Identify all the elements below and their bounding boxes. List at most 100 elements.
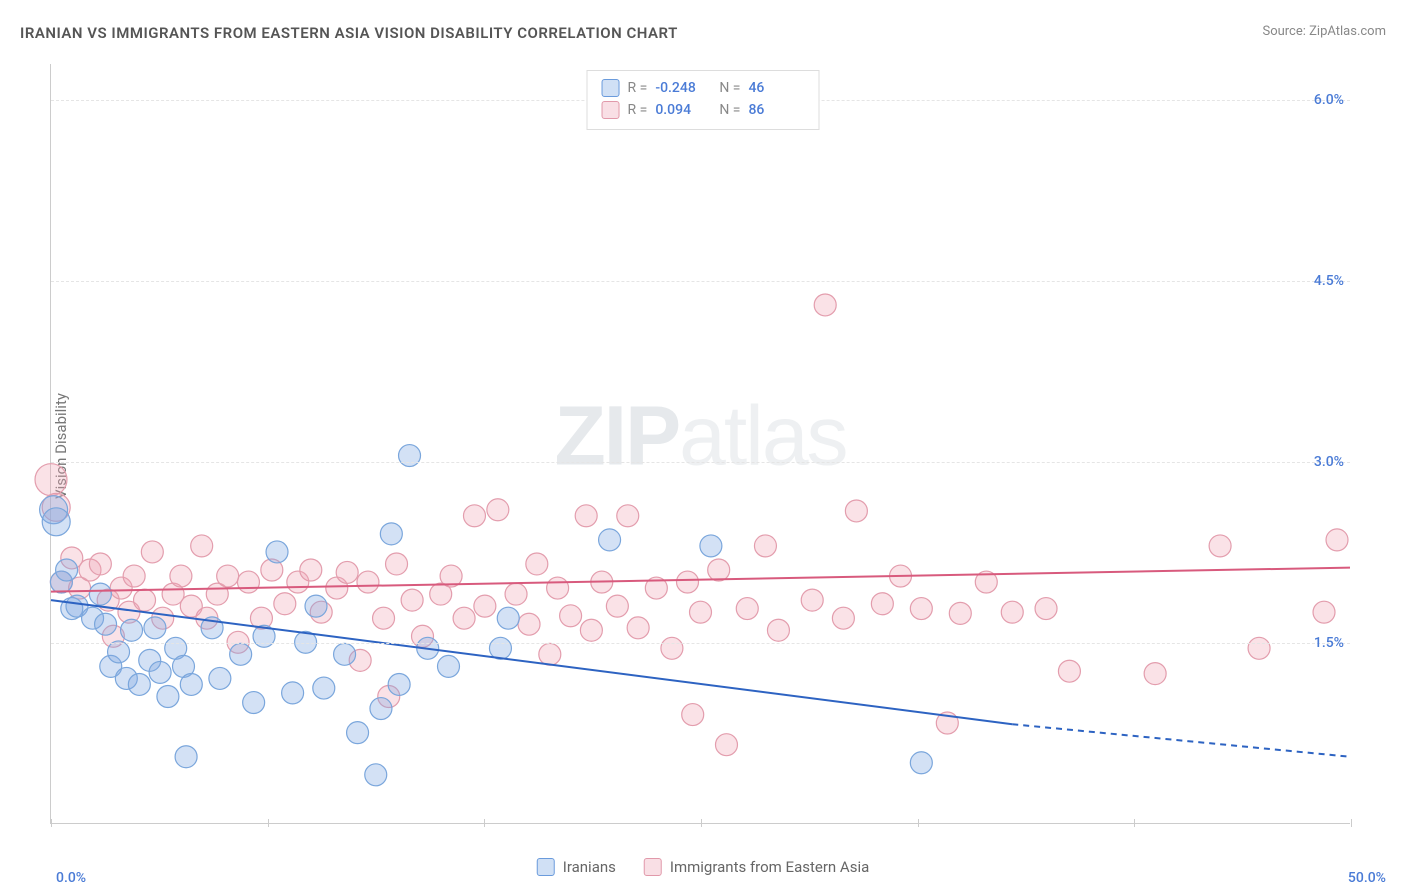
x-tick xyxy=(701,819,702,827)
data-point xyxy=(949,602,971,624)
plot-area: ZIPatlas 1.5%3.0%4.5%6.0% xyxy=(50,64,1350,824)
data-point xyxy=(700,535,722,557)
series-legend-label: Immigrants from Eastern Asia xyxy=(670,858,869,876)
series-legend-item: Immigrants from Eastern Asia xyxy=(644,858,869,876)
data-point xyxy=(599,529,621,551)
data-point xyxy=(144,617,166,639)
data-point xyxy=(336,561,358,583)
legend-row: R =0.094N =86 xyxy=(602,99,805,121)
data-point xyxy=(715,734,737,756)
data-point xyxy=(266,541,288,563)
x-tick xyxy=(51,819,52,827)
data-point xyxy=(305,595,327,617)
data-point xyxy=(661,637,683,659)
data-point xyxy=(1209,535,1231,557)
data-point xyxy=(1248,637,1270,659)
legend-n-value: 86 xyxy=(748,99,804,121)
data-point xyxy=(370,698,392,720)
data-point xyxy=(121,619,143,641)
data-point xyxy=(845,500,867,522)
data-point xyxy=(910,598,932,620)
data-point xyxy=(180,673,202,695)
x-tick xyxy=(918,819,919,827)
data-point xyxy=(677,571,699,593)
data-point xyxy=(1058,660,1080,682)
data-point xyxy=(1001,601,1023,623)
data-point xyxy=(767,619,789,641)
data-point xyxy=(690,601,712,623)
data-point xyxy=(682,704,704,726)
legend-n-value: 46 xyxy=(748,77,804,99)
data-point xyxy=(56,559,78,581)
data-point xyxy=(334,643,356,665)
data-point xyxy=(141,541,163,563)
y-tick-label: 1.5% xyxy=(1314,635,1344,651)
x-tick xyxy=(1351,819,1352,827)
data-point xyxy=(230,643,252,665)
data-point xyxy=(580,619,602,641)
data-point xyxy=(388,673,410,695)
source-attribution: Source: ZipAtlas.com xyxy=(1262,24,1386,39)
data-point xyxy=(539,643,561,665)
legend-r-label: R = xyxy=(628,77,648,99)
data-point xyxy=(170,565,192,587)
data-point xyxy=(474,595,496,617)
data-point xyxy=(373,607,395,629)
data-point xyxy=(606,595,628,617)
data-point xyxy=(134,589,156,611)
data-point xyxy=(274,593,296,615)
data-point xyxy=(380,523,402,545)
x-tick xyxy=(484,819,485,827)
x-tick-min: 0.0% xyxy=(56,870,86,886)
data-point xyxy=(708,559,730,581)
legend-n-label: N = xyxy=(719,77,740,99)
data-point xyxy=(1313,601,1335,623)
data-point xyxy=(627,617,649,639)
data-point xyxy=(801,589,823,611)
series-legend-label: Iranians xyxy=(563,858,616,876)
x-tick-max: 50.0% xyxy=(1348,870,1386,886)
data-point xyxy=(1035,598,1057,620)
data-point xyxy=(814,294,836,316)
data-point xyxy=(575,505,597,527)
legend-r-label: R = xyxy=(628,99,648,121)
data-point xyxy=(497,607,519,629)
data-point xyxy=(832,607,854,629)
data-point xyxy=(282,682,304,704)
data-point xyxy=(175,746,197,768)
data-point xyxy=(560,605,582,627)
data-point xyxy=(463,505,485,527)
data-point xyxy=(365,764,387,786)
legend-r-value: -0.248 xyxy=(655,77,711,99)
data-point xyxy=(89,583,111,605)
data-point xyxy=(754,535,776,557)
data-point xyxy=(871,593,893,615)
y-tick-label: 6.0% xyxy=(1314,92,1344,108)
data-point xyxy=(123,565,145,587)
y-tick-label: 4.5% xyxy=(1314,273,1344,289)
data-point xyxy=(489,637,511,659)
legend-n-label: N = xyxy=(719,99,740,121)
series-legend: Iranians Immigrants from Eastern Asia xyxy=(537,858,870,876)
legend-swatch xyxy=(602,101,620,119)
data-point xyxy=(518,613,540,635)
data-point xyxy=(399,445,421,467)
data-point xyxy=(401,589,423,611)
data-point xyxy=(209,667,231,689)
data-point xyxy=(89,553,111,575)
x-tick xyxy=(1134,819,1135,827)
data-point xyxy=(487,499,509,521)
data-point xyxy=(217,565,239,587)
chart-title: IRANIAN VS IMMIGRANTS FROM EASTERN ASIA … xyxy=(20,24,678,42)
data-point xyxy=(357,571,379,593)
data-point xyxy=(243,692,265,714)
data-point xyxy=(95,613,117,635)
data-point xyxy=(910,752,932,774)
gridline xyxy=(51,462,1350,463)
y-tick-label: 3.0% xyxy=(1314,454,1344,470)
data-point xyxy=(736,598,758,620)
data-point xyxy=(128,673,150,695)
legend-swatch xyxy=(644,858,662,876)
data-point xyxy=(547,577,569,599)
data-point xyxy=(35,464,67,496)
